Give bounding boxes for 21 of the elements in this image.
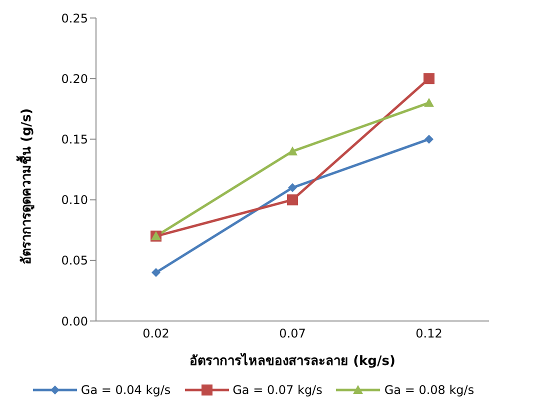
y-tick-label: 0.20 [61, 72, 88, 86]
x-tick-label: 0.07 [279, 326, 306, 341]
legend-label: Ga = 0.08 kg/s [384, 383, 474, 397]
legend-label: Ga = 0.04 kg/s [80, 383, 171, 397]
y-tick-label: 0.10 [61, 193, 88, 208]
point [288, 146, 298, 156]
y-tick-label: 0.00 [61, 314, 88, 328]
legend-label: Ga = 0.07 kg/s [232, 383, 322, 397]
point [424, 98, 434, 107]
point [424, 134, 434, 144]
point [152, 268, 160, 278]
point [288, 183, 297, 192]
x-tick-label: 0.12 [416, 326, 442, 341]
y-tick-label: 0.25 [61, 11, 88, 26]
x-tick-label: 0.02 [142, 326, 170, 341]
point [424, 73, 434, 84]
x-axis-title: อัตราการไหลของสารละลาย (kg/s) [190, 352, 396, 369]
y-tick-label: 0.05 [61, 254, 88, 268]
y-axis-title: อัตราการดูดความชื้น (g/s) [16, 108, 35, 264]
y-tick-label: 0.15 [61, 132, 88, 146]
point [287, 194, 298, 206]
